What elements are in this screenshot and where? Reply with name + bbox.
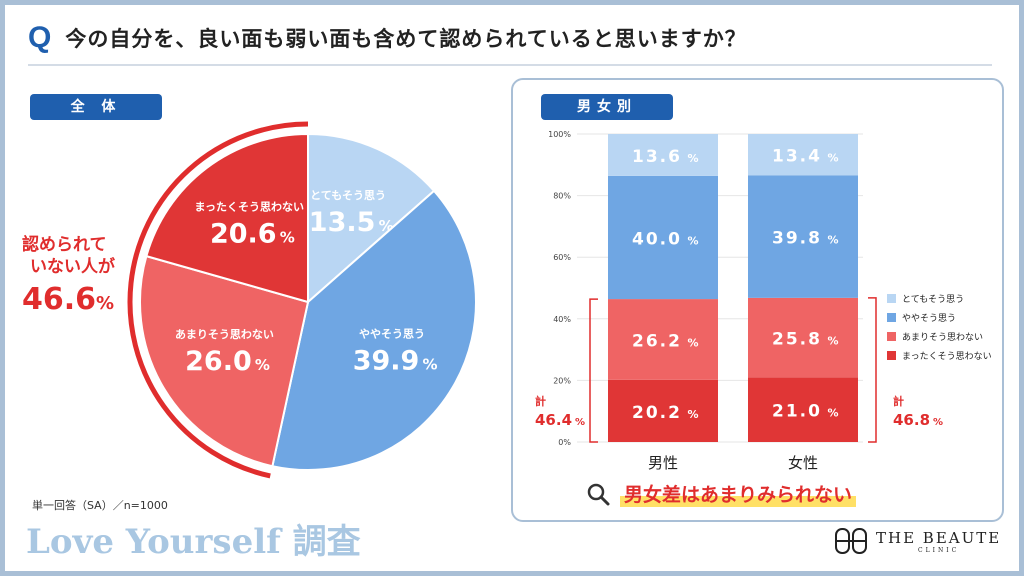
magnifier-icon [587,483,610,505]
question-text: 今の自分を、良い面も弱い面も含めて認められていると思いますか？ [65,27,747,51]
negative-share-arc [127,121,309,479]
footer-note: 単一回答（SA）／n=1000 [32,499,168,512]
total-label: 計 [893,394,904,408]
legend-label: あまりそう思わない [902,332,983,343]
pie-slice-value: 39.9 [353,345,420,376]
stacked-bar-chart: 0% 20% 40% 60% 80% 100% 20.2 % 26.2 % 40.0 % 13.6 % 男性… [535,130,992,472]
y-tick-label: 100% [548,130,571,139]
legend-label: とてもそう思う [902,294,964,305]
total-value: 46.4 [535,411,572,429]
clinic-logo-icon [835,528,867,554]
y-tick-label: 40% [553,315,571,324]
total-value: 46.8 [893,411,930,429]
y-tick-label: 60% [553,253,571,262]
question-mark: Q [28,21,52,54]
bar-value-label: 25.8 [772,330,822,350]
pie-slice-unit: % [423,355,438,373]
brand-right-sub: CLINIC [918,546,960,554]
gender-label: 男女別 [541,94,673,120]
brand-right-logo: THE BEAUTE CLINIC [834,526,1001,556]
bar-value-label: 40.0 [632,229,682,249]
pie-slice-unit: % [280,228,295,246]
legend-label: ややそう思う [902,313,956,324]
brand-left-logo: Love Yourself 調査 [26,522,361,562]
pie-slice-label: あまりそう思わない [175,328,274,341]
bar-value-unit: % [827,335,838,348]
conclusion-row: 男女差はあまりみられない [586,480,857,507]
callout-value: 46.6 [22,282,97,317]
pie-slice [271,189,477,471]
bar-value-label: 13.4 [772,147,822,167]
bar-segment [748,297,858,378]
bar-value-label: 39.8 [772,229,822,249]
pie-slice-value: 20.6 [210,218,277,249]
legend-label: まったくそう思わない [902,351,992,362]
bar-value-unit: % [687,336,698,349]
bar-value-label: 26.2 [632,331,682,351]
bar-value-unit: % [687,152,698,165]
legend-swatch [887,332,896,341]
y-tick-label: 80% [553,192,571,201]
bar-value-label: 20.2 [632,403,682,423]
pie-slice-value: 26.0 [185,346,252,377]
question-row: Q 今の自分を、良い面も弱い面も含めて認められていると思いますか？ [28,18,747,58]
total-bracket [589,298,598,443]
legend-swatch [887,294,896,303]
bar-value-label: 13.6 [632,147,682,167]
total-bracket [868,297,877,443]
bar-value-unit: % [827,234,838,247]
total-unit: % [575,417,585,428]
category-label: 男性 [648,454,678,472]
total-unit: % [933,417,943,428]
bar-segment [748,134,858,176]
callout-unit: % [96,293,115,314]
legend-swatch [887,313,896,322]
bar-segment [608,299,718,380]
pie-slice [145,132,309,304]
category-label: 女性 [788,454,818,472]
callout-line-1: 認められて [22,235,107,255]
pie-slice-label: とてもそう思う [310,189,386,202]
overall-label: 全 体 [30,94,162,120]
bar-segment [608,134,718,176]
bar-segment [748,175,858,298]
bar-value-unit: % [687,408,698,421]
pie-slice-unit: % [255,356,270,374]
bar-value-label: 21.0 [772,402,822,422]
brand-right-name: THE BEAUTE [876,528,1002,547]
bar-value-unit: % [827,407,838,420]
bar-value-unit: % [687,234,698,247]
bar-segment [748,377,858,442]
y-tick-label: 20% [553,376,571,385]
y-tick-label: 0% [558,438,571,447]
total-label: 計 [535,394,546,408]
bar-value-unit: % [827,152,838,165]
legend-swatch [887,351,896,360]
title-divider [28,64,992,66]
bar-segment [608,379,718,442]
callout-line-2: いない人が [30,257,115,277]
pie-slice-label: ややそう思う [359,327,425,340]
conclusion-text: 男女差はあまりみられない [620,480,857,507]
pie-chart: とてもそう思う 13.5 % ややそう思う 39.9 % あまりそう思わない 26.0 % まった… [127,121,477,479]
left-callout: 認められて いない人が 46.6% [22,234,132,317]
pie-slice [307,132,436,305]
bar-segment [608,175,718,300]
pie-slice-label: まったくそう思わない [194,200,304,213]
pie-slice-value: 13.5 [309,207,376,238]
pie-slice [139,254,310,468]
